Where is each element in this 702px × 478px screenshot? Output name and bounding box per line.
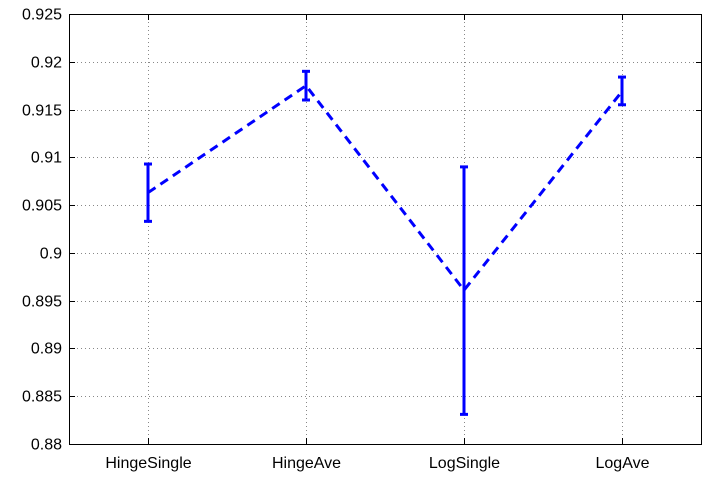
y-tick-label: 0.91 bbox=[31, 150, 62, 167]
grid bbox=[69, 14, 702, 444]
y-tick-label: 0.9 bbox=[40, 246, 62, 263]
x-tick-label: LogSingle bbox=[429, 455, 500, 472]
series bbox=[144, 69, 626, 416]
x-tick-label: HingeAve bbox=[272, 455, 341, 472]
series-line bbox=[147, 83, 624, 293]
y-tick-label: 0.92 bbox=[31, 55, 62, 72]
x-tick-label: HingeSingle bbox=[105, 455, 191, 472]
y-tick-label: 0.925 bbox=[22, 7, 62, 24]
x-axis-tick-labels: HingeSingle HingeAve LogSingle LogAve bbox=[105, 455, 649, 472]
plot-frame bbox=[69, 14, 702, 445]
y-tick-label: 0.915 bbox=[22, 103, 62, 120]
y-tick-label: 0.895 bbox=[22, 294, 62, 311]
ticks bbox=[69, 14, 702, 445]
y-axis-tick-labels: 0.88 0.885 0.89 0.895 0.9 0.905 0.91 0.915 0.92 0… bbox=[22, 7, 62, 454]
x-tick-label: LogAve bbox=[596, 455, 650, 472]
y-tick-label: 0.88 bbox=[31, 437, 62, 454]
y-tick-label: 0.905 bbox=[22, 198, 62, 215]
y-tick-label: 0.885 bbox=[22, 389, 62, 406]
y-tick-label: 0.89 bbox=[31, 341, 62, 358]
